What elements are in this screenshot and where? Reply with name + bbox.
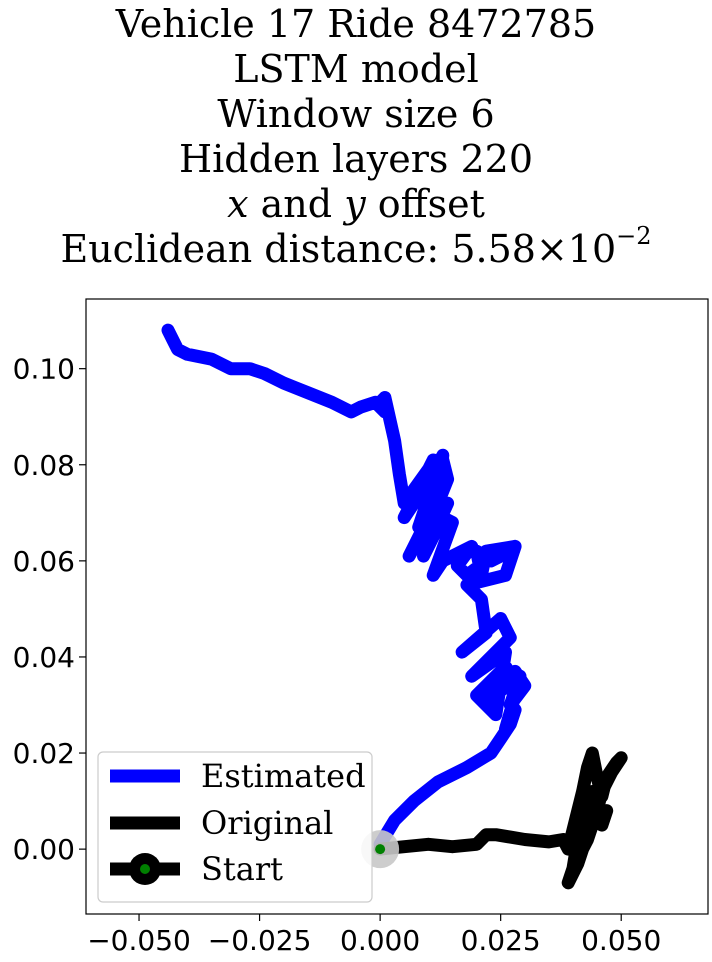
legend-label-start: Start [201,850,283,888]
title-distance-exponent: −2 [616,222,652,250]
legend-label-original: Original [201,804,333,842]
legend-start-dot [140,864,150,874]
title-distance-times: × [535,227,568,271]
title-offset-y: y [344,182,366,226]
series-line-original [373,746,628,890]
title-line-vehicle: Vehicle 17 Ride 8472785 [115,2,597,46]
title-offset-word: offset [377,182,485,226]
title-offset-x: x [227,182,249,226]
title-line-distance: Euclidean distance: 5.58×10−2 [0,224,712,272]
x-tick-label: 0.050 [581,924,661,957]
title-distance-label: Euclidean distance: [60,227,440,271]
y-tick-label: 0.06 [13,545,75,578]
axes-layer: −0.050 −0.025 0.000 0.025 0.050 0.00 0.02 0.04 0… [13,298,709,957]
y-tick-label: 0.10 [13,353,75,386]
y-tick-label: 0.04 [13,641,75,674]
series-layer [161,323,628,890]
x-tick-label: 0.000 [340,924,420,957]
legend-label-estimated: Estimated [201,757,366,795]
title-line-offset: x and y offset [0,182,712,227]
series-line-estimated [161,323,532,851]
title-line-hidden: Hidden layers 220 [178,137,534,181]
title-offset-and: and [260,182,333,226]
start-marker [375,844,386,855]
title-distance-mantissa: 5.58 [451,227,536,271]
x-tick-label: −0.050 [87,924,191,957]
plot-frame [85,298,709,915]
y-tick-label: 0.08 [13,449,75,482]
title-line-window: Window size 6 [217,92,495,136]
title-distance-base: 10 [567,227,617,271]
y-tick-label: 0.02 [13,737,75,770]
y-tick-label: 0.00 [13,833,75,866]
chart-title: Vehicle 17 Ride 8472785 LSTM model Windo… [0,0,712,272]
x-tick-label: −0.025 [208,924,312,957]
title-line-model: LSTM model [233,47,479,91]
legend: Estimated Original Start [97,751,373,903]
x-tick-label: 0.025 [461,924,541,957]
